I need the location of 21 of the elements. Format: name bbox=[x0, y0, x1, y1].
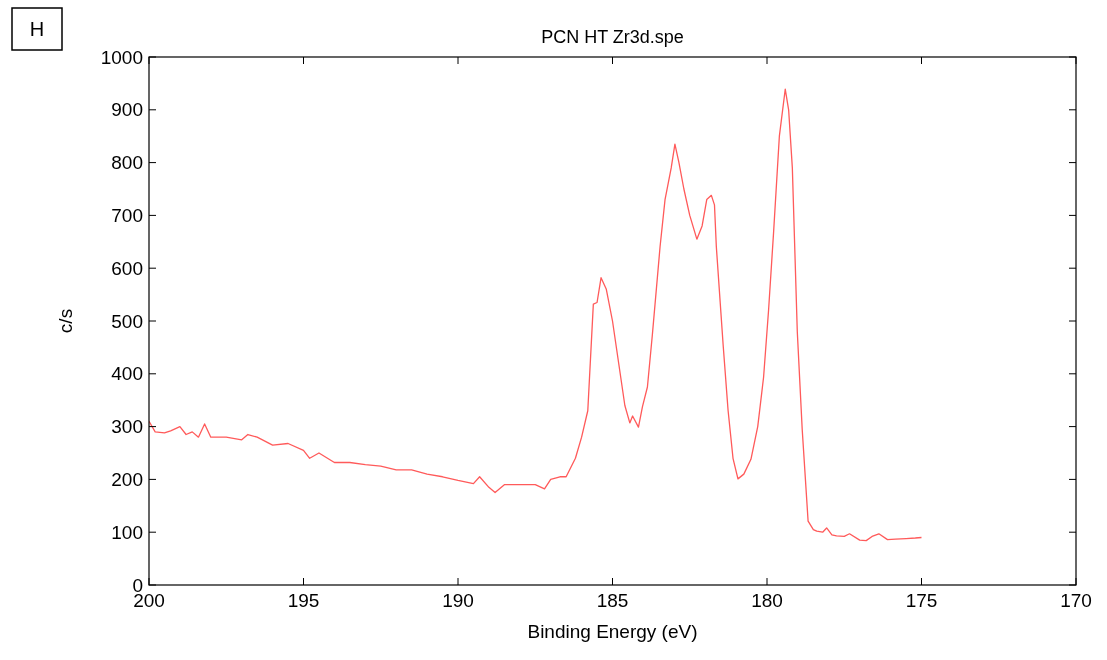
x-tick-label: 180 bbox=[751, 590, 783, 611]
y-tick-label: 500 bbox=[111, 310, 143, 332]
x-tick-label: 185 bbox=[596, 590, 629, 611]
y-tick-label: 800 bbox=[111, 152, 143, 174]
y-tick-label: 300 bbox=[111, 416, 143, 438]
y-tick-label: 100 bbox=[111, 521, 143, 543]
x-tick-label: 175 bbox=[905, 590, 938, 611]
x-tick-label: 190 bbox=[442, 590, 474, 611]
x-tick-label: 195 bbox=[287, 590, 320, 611]
y-axis-title: c/s bbox=[55, 308, 76, 334]
y-tick-label: 400 bbox=[111, 363, 143, 385]
y-tick-label: 700 bbox=[111, 205, 143, 227]
line-series bbox=[149, 88, 923, 542]
chart-title: PCN HT Zr3d.spe bbox=[541, 27, 684, 47]
text: H bbox=[29, 18, 45, 40]
y-tick-label: 600 bbox=[111, 257, 143, 279]
y-tick-label: 900 bbox=[111, 99, 143, 121]
y-tick-label: 1000 bbox=[100, 46, 143, 68]
x-tick-label: 170 bbox=[1060, 590, 1092, 611]
x-axis-title: Binding Energy (eV) bbox=[527, 621, 698, 642]
y-tick-label: 200 bbox=[111, 469, 143, 491]
